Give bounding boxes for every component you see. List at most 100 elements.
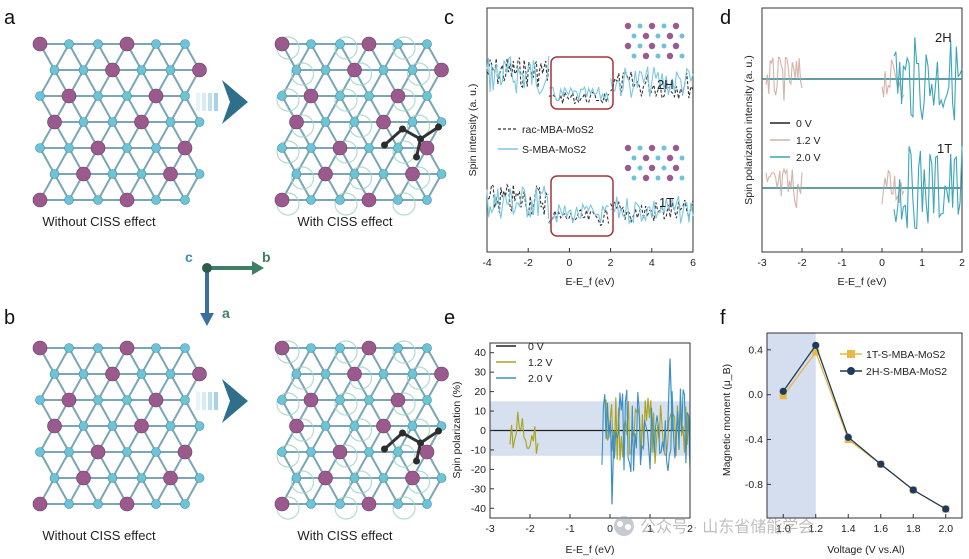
bond: [411, 373, 428, 401]
bond: [382, 43, 399, 71]
s-atom: [335, 39, 345, 49]
x-tick-label: 2: [959, 257, 965, 269]
bond: [397, 121, 414, 149]
y-tick-label: 40: [474, 347, 486, 359]
panel-label-a: a: [4, 7, 16, 29]
inset-atom: [624, 42, 632, 50]
bond: [111, 399, 128, 427]
bond: [368, 451, 385, 479]
y-tick-label: 0.0: [748, 389, 763, 401]
s-atom: [64, 195, 74, 205]
legend-text-s: S-MBA-MoS2: [522, 144, 586, 156]
s-atom: [165, 421, 176, 431]
series-12v-left-1t: [765, 167, 803, 209]
s-atom: [277, 395, 287, 405]
s-atom: [35, 91, 45, 101]
s-atom: [93, 91, 103, 101]
xlabel-f: Voltage (V vs.Al): [827, 544, 905, 556]
y-tick-label: -0.8: [745, 479, 763, 491]
spin-density-contour: [290, 470, 315, 494]
s-atom: [165, 369, 176, 379]
mo-atom: [119, 496, 135, 512]
mo-atom: [61, 88, 77, 104]
x-tick-label: -3: [757, 257, 766, 269]
mo-atom: [61, 392, 77, 408]
spin-density-contour: [334, 88, 358, 112]
data-point-2h: [877, 460, 885, 468]
triad-label-a: a: [222, 305, 230, 321]
bond: [324, 69, 341, 97]
s-atom: [64, 447, 74, 457]
spin-density-contour: [334, 192, 358, 216]
mo-atom: [32, 36, 48, 52]
s-atom: [320, 117, 331, 127]
inset-atom: [679, 175, 685, 181]
spin-density-contour: [392, 140, 416, 164]
s-atom: [64, 143, 74, 153]
mo-atom: [32, 496, 48, 512]
ylabel-c: Spin intensity (a. u.): [467, 84, 479, 177]
mo-atom: [32, 340, 48, 356]
bond: [169, 69, 186, 97]
legend-text-f-2h: 2H-S-MBA-MoS2: [866, 366, 947, 378]
spin-density-contour: [406, 366, 431, 390]
xlabel-c: E-E_f (eV): [565, 276, 614, 288]
s-atom: [407, 117, 418, 127]
inset-atom: [661, 165, 667, 171]
x-tick-label: 2: [608, 257, 614, 269]
panel-label-f: f: [720, 307, 726, 329]
chart-f: 1T-S-MBA-MoS2 2H-S-MBA-MoS2 1.0 1.2 1.4 1.6…: [721, 332, 963, 556]
s-atom: [122, 395, 132, 405]
mo-atom: [148, 392, 164, 408]
s-atom: [306, 499, 316, 509]
inset-atom: [642, 154, 650, 162]
spin-density-contour: [334, 392, 358, 416]
caption-b-left: Without CISS effect: [42, 528, 156, 543]
spin-density-contour: [290, 366, 315, 390]
bond: [368, 147, 385, 175]
bond: [382, 147, 399, 175]
chart-c: 2H 1T rac-MBA-MoS2 S-MBA-MoS2 -4 -2 0 2 4 6 E…: [467, 7, 696, 288]
s-atom: [180, 91, 190, 101]
s-atom: [291, 65, 302, 75]
legend-text-d-0v: 0 V: [796, 118, 812, 130]
s-atom: [194, 473, 205, 483]
spin-density-contour: [392, 340, 416, 364]
s-atom: [180, 499, 190, 509]
bond: [140, 451, 157, 479]
xlabel-e: E-E_f (eV): [565, 544, 614, 556]
inset-atom: [666, 32, 674, 40]
bond: [295, 477, 312, 505]
s-atom: [306, 447, 316, 457]
bond: [184, 477, 201, 505]
s-atom: [35, 447, 45, 457]
process-arrow-a: [196, 80, 248, 124]
s-atom: [422, 395, 432, 405]
mo-atom: [347, 62, 362, 78]
structure-inset-2h: [624, 22, 685, 60]
caption-b-right: With CISS effect: [297, 528, 393, 543]
s-atom: [64, 343, 74, 353]
mo-atom: [119, 192, 135, 208]
x-tick-label: -2: [525, 523, 534, 535]
s-atom: [78, 421, 89, 431]
s-atom: [122, 143, 132, 153]
bond: [82, 347, 99, 375]
bond: [295, 347, 312, 375]
mo-atom: [76, 166, 91, 182]
panel-label-b: b: [4, 307, 15, 329]
bond: [184, 173, 201, 201]
s-atom: [136, 369, 147, 379]
bond: [339, 477, 356, 505]
mo-atom: [434, 62, 449, 78]
s-atom: [422, 91, 432, 101]
bond: [140, 347, 157, 375]
spin-density-contour: [392, 192, 416, 216]
s-atom: [407, 65, 418, 75]
lattice-b-with-ciss: [274, 340, 449, 520]
x-tick-label: 0: [566, 257, 572, 269]
bond: [140, 43, 157, 71]
s-atom: [151, 143, 161, 153]
xlabel-d: E-E_f (eV): [837, 276, 886, 288]
bond: [68, 425, 85, 453]
